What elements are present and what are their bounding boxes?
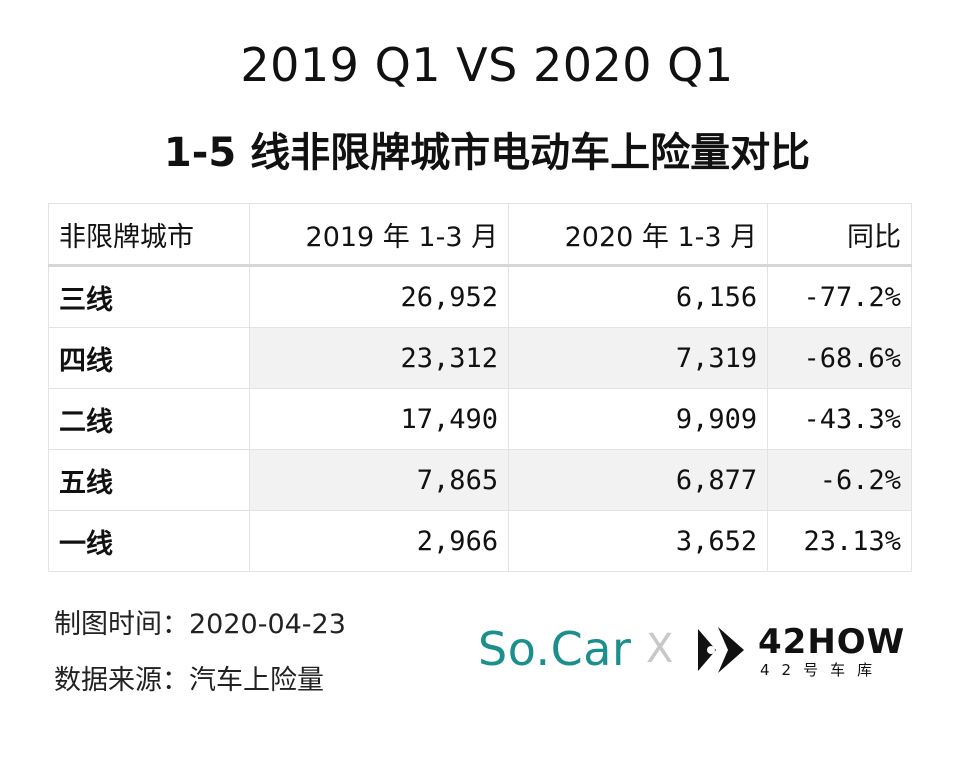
data-source: 数据来源：汽车上险量 [54, 665, 324, 696]
cell-yoy: -6.2% [767, 449, 912, 511]
table-row: 一线 2,966 3,652 23.13% [48, 510, 912, 572]
table-row: 二线 17,490 9,909 -43.3% [48, 388, 912, 450]
cell-2020: 6,877 [508, 449, 769, 511]
42how-logo-subtext: 42号车库 [760, 661, 885, 679]
cell-2019: 7,865 [248, 449, 510, 511]
row-label: 四线 [48, 327, 250, 389]
cell-yoy: -77.2% [767, 265, 912, 328]
cell-yoy: 23.13% [767, 510, 912, 572]
42how-logo-icon [694, 623, 748, 681]
cell-2020: 9,909 [508, 388, 769, 450]
cell-yoy: -43.3% [767, 388, 912, 450]
cell-2020: 3,652 [508, 510, 769, 572]
42how-logo-text: 42HOW [758, 622, 906, 662]
cell-2020: 6,156 [508, 265, 769, 328]
header-2019: 2019 年 1-3 月 [248, 203, 510, 267]
cell-2019: 23,312 [248, 327, 510, 389]
cell-2019: 26,952 [248, 265, 510, 328]
row-label: 二线 [48, 388, 250, 450]
table-row: 五线 7,865 6,877 -6.2% [48, 449, 912, 511]
cell-2020: 7,319 [508, 327, 769, 389]
header-city: 非限牌城市 [48, 203, 250, 267]
chart-date: 制图时间：2020-04-23 [54, 609, 346, 640]
header-2020: 2020 年 1-3 月 [508, 203, 769, 267]
table-header-row: 非限牌城市 2019 年 1-3 月 2020 年 1-3 月 同比 [48, 203, 912, 267]
page-title: 2019 Q1 VS 2020 Q1 [240, 38, 734, 92]
row-label: 三线 [48, 265, 250, 328]
comparison-table: 非限牌城市 2019 年 1-3 月 2020 年 1-3 月 同比 三线 26… [48, 203, 912, 572]
socar-logo: So.Car [478, 622, 632, 676]
page-subtitle: 1-5 线非限牌城市电动车上险量对比 [163, 130, 811, 176]
cell-2019: 17,490 [248, 388, 510, 450]
cell-yoy: -68.6% [767, 327, 912, 389]
row-label: 一线 [48, 510, 250, 572]
logo-separator: X [646, 626, 674, 672]
cell-2019: 2,966 [248, 510, 510, 572]
row-label: 五线 [48, 449, 250, 511]
table-row: 四线 23,312 7,319 -68.6% [48, 327, 912, 389]
table-row: 三线 26,952 6,156 -77.2% [48, 265, 912, 328]
header-yoy: 同比 [767, 203, 912, 267]
